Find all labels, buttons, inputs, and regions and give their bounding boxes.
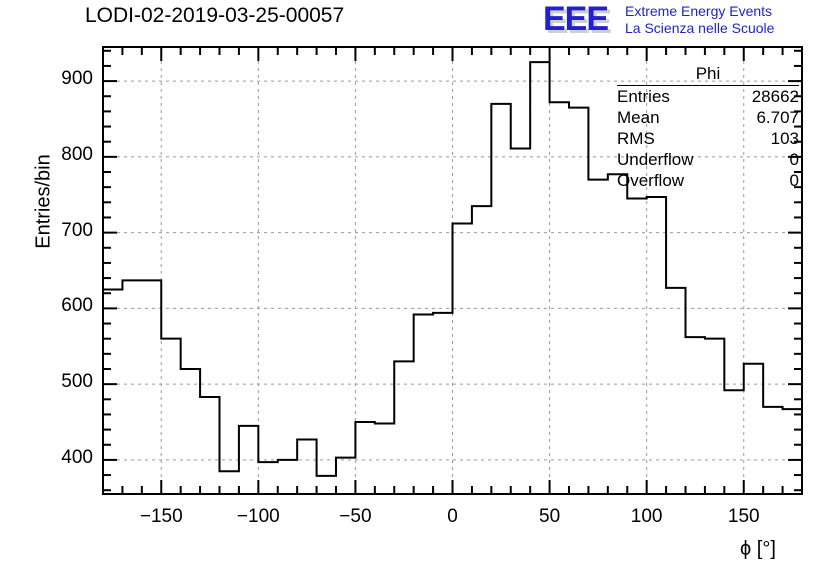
histogram-outline (102, 61, 803, 494)
x-tick-label: −150 (139, 506, 183, 527)
stats-row-value: 28662 (751, 87, 799, 106)
stats-row-key: Entries (617, 87, 670, 106)
y-tick-label: 400 (61, 446, 93, 468)
stats-row-value: 103 (770, 129, 799, 148)
x-tick-label: 0 (447, 506, 458, 527)
y-tick-label: 800 (61, 143, 93, 165)
eee-logo-letters: EEE (543, 0, 609, 38)
eee-logo: EEE Extreme Energy Events La Scienza nel… (543, 2, 833, 40)
stats-title: Phi (617, 64, 799, 86)
stats-row: Underflow 0 (617, 149, 799, 170)
y-tick-label: 500 (61, 371, 93, 393)
stats-row: Overflow 0 (617, 170, 799, 191)
stats-row-key: Underflow (617, 150, 694, 169)
x-tick-label: 150 (727, 506, 760, 527)
stats-row-key: Overflow (617, 171, 685, 190)
x-axis-label: ϕ [°] (740, 538, 776, 560)
stats-row-value: 0 (789, 150, 799, 169)
stats-row: Entries 28662 (617, 86, 799, 107)
stats-row: Mean 6.707 (617, 107, 799, 128)
stats-row-value: 0 (789, 171, 799, 190)
eee-logo-text: Extreme Energy Events La Scienza nelle S… (625, 3, 774, 37)
x-tick-label: 50 (539, 506, 561, 527)
stats-rows: Entries 28662 Mean 6.707 RMS 103 Underflow 0 Ove… (604, 86, 804, 191)
y-tick-label: 600 (61, 295, 93, 317)
eee-logo-line1: Extreme Energy Events (625, 3, 773, 19)
stats-row-key: Mean (617, 108, 660, 127)
y-tick-label: 900 (61, 68, 93, 90)
stats-box[interactable]: Phi Entries 28662 Mean 6.707 RMS 103 Underflow… (604, 64, 804, 191)
stats-row-key: RMS (617, 129, 655, 148)
stats-row: RMS 103 (617, 128, 799, 149)
y-tick-label: 700 (61, 219, 93, 241)
x-tick-label: 100 (630, 506, 663, 527)
x-tick-label: −100 (236, 506, 280, 527)
x-tick-label: −50 (339, 506, 372, 527)
eee-logo-line2: La Scienza nelle Scuole (625, 20, 775, 36)
stats-row-value: 6.707 (756, 108, 799, 127)
page-title: LODI-02-2019-03-25-00057 (85, 4, 345, 27)
